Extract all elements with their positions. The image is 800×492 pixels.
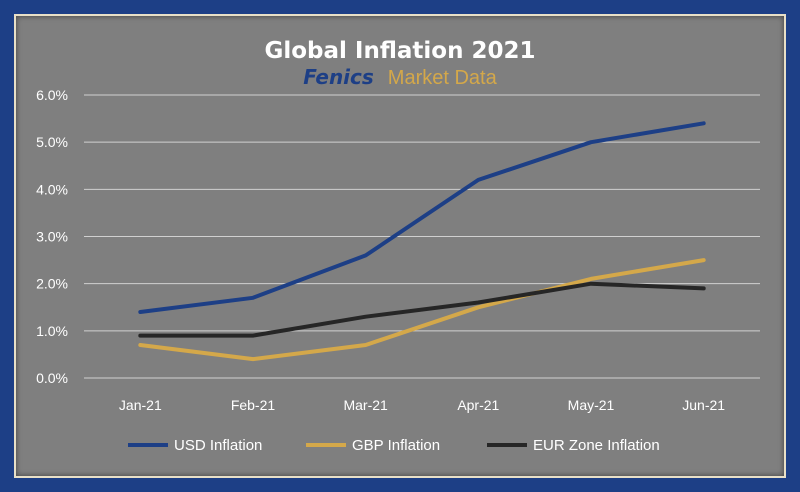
- y-tick-label: 1.0%: [36, 323, 68, 339]
- y-tick-label: 3.0%: [36, 229, 68, 245]
- y-tick-label: 4.0%: [36, 181, 68, 197]
- x-axis-ticks: Jan-21 Feb-21 Mar-21 Apr-21 May-21 Jun-21: [119, 397, 725, 413]
- chart-title: Global Inflation 2021: [264, 38, 535, 64]
- brand-logo-name: Fenics: [303, 65, 374, 89]
- y-tick-label: 5.0%: [36, 134, 68, 150]
- x-tick-label: Feb-21: [231, 397, 276, 413]
- chart-panel: [14, 14, 786, 478]
- y-tick-label: 0.0%: [36, 370, 68, 386]
- legend-label: USD Inflation: [174, 437, 262, 454]
- x-tick-label: Jun-21: [682, 397, 725, 413]
- y-tick-label: 6.0%: [36, 87, 68, 103]
- series-line-eur-zone-inflation: [138, 281, 706, 338]
- y-tick-label: 2.0%: [36, 276, 68, 292]
- brand-line: Fenics Market Data: [303, 65, 497, 89]
- series-line-gbp-inflation: [138, 258, 706, 362]
- x-tick-label: Mar-21: [343, 397, 388, 413]
- x-tick-label: Jan-21: [119, 397, 162, 413]
- series-line-usd-inflation: [138, 121, 706, 314]
- legend-label: EUR Zone Inflation: [533, 437, 660, 454]
- legend-label: GBP Inflation: [352, 437, 440, 454]
- legend: USD Inflation GBP Inflation EUR Zone Infla…: [128, 437, 660, 454]
- x-tick-label: Apr-21: [457, 397, 499, 413]
- x-tick-label: May-21: [568, 397, 615, 413]
- y-axis-ticks: 0.0% 1.0% 2.0% 3.0% 4.0% 5.0% 6.0%: [36, 87, 68, 386]
- grid: [84, 94, 760, 379]
- series-lines: [138, 121, 706, 362]
- brand-logo-suffix: Market Data: [388, 67, 498, 89]
